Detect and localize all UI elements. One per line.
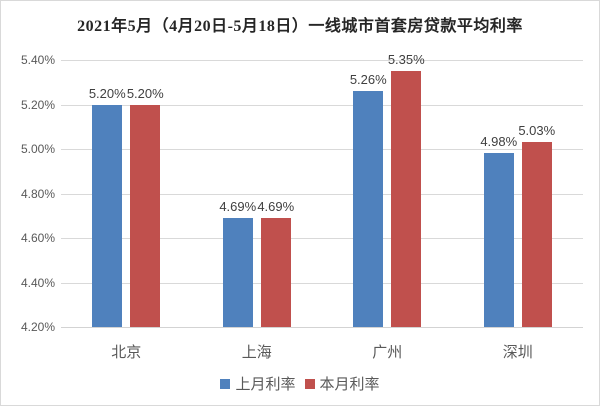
- bar-data-label: 5.20%: [88, 85, 126, 101]
- bar-data-label: 5.03%: [518, 123, 556, 139]
- gridline: [61, 193, 583, 195]
- y-tick-label: 4.80%: [20, 186, 55, 201]
- gridline: [61, 60, 583, 61]
- bar-prev-month: [353, 91, 384, 327]
- legend-item: 本月利率: [304, 373, 380, 394]
- y-tick-label: 4.40%: [20, 275, 55, 290]
- bar-prev-month: [222, 217, 253, 327]
- bar-data-label: 4.98%: [480, 134, 518, 150]
- bar-curr-month: [260, 217, 291, 327]
- x-category-label: 北京: [111, 345, 142, 361]
- legend-swatch-icon: [220, 378, 231, 389]
- legend-item: 上月利率: [220, 373, 296, 394]
- bar-data-label: 4.69%: [219, 198, 257, 214]
- bar-curr-month: [130, 104, 161, 327]
- y-tick-label: 4.20%: [20, 320, 55, 334]
- bar-data-label: 5.26%: [349, 72, 387, 88]
- bar-prev-month: [92, 104, 123, 327]
- plot-area: 5.20% 5.20% 4.69% 4.69% 5.26% 5.35% 4.98% 5.03%: [61, 52, 583, 328]
- x-category-label: 深圳: [502, 345, 533, 361]
- x-category-label: 上海: [241, 345, 272, 361]
- y-tick-label: 5.40%: [20, 53, 55, 67]
- gridline: [61, 238, 583, 239]
- gridline: [61, 149, 583, 150]
- bar-curr-month: [521, 142, 552, 327]
- chart-title: 2021年5月（4月20日-5月18日）一线城市首套房贷款平均利率: [77, 18, 523, 35]
- y-tick-label: 5.00%: [20, 142, 55, 156]
- bar-data-label: 5.35%: [387, 52, 425, 68]
- bar-prev-month: [483, 153, 514, 327]
- bar-data-label: 5.20%: [126, 85, 164, 101]
- y-tick-label: 4.60%: [20, 231, 55, 245]
- legend-swatch-icon: [304, 378, 315, 389]
- legend-label: 上月利率: [235, 377, 296, 393]
- y-tick-label: 5.20%: [20, 97, 55, 112]
- legend: 上月利率 本月利率: [1, 373, 599, 394]
- gridline: [61, 282, 583, 284]
- legend-label: 本月利率: [319, 377, 380, 393]
- bar-data-label: 4.69%: [257, 198, 295, 214]
- bar-curr-month: [391, 71, 422, 327]
- gridline: [61, 104, 583, 106]
- x-category-label: 广州: [372, 345, 403, 361]
